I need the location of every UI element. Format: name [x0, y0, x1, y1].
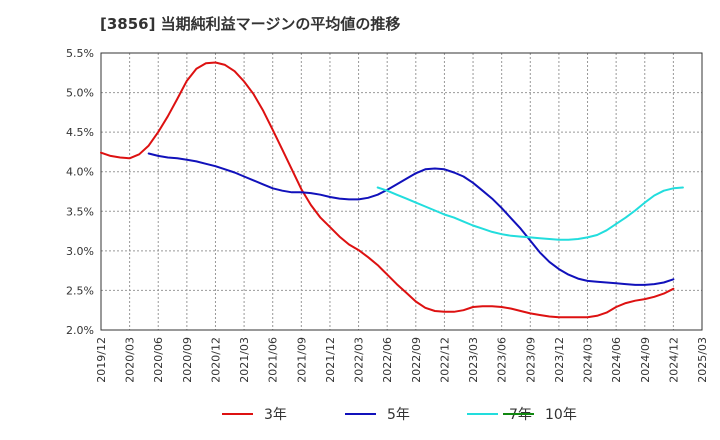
x-axis-ticks: 2019/12 2020/03 2020/06 2020/09 2020/12 2021/… — [95, 337, 709, 383]
y-tick-label: 3.5% — [66, 205, 94, 218]
plot-area — [100, 52, 703, 331]
y-tick-label: 4.5% — [66, 126, 94, 139]
x-tick-label: 2022/12 — [438, 337, 451, 383]
x-tick-label: 2022/09 — [410, 337, 423, 383]
y-tick-label: 3.0% — [66, 245, 94, 258]
y-axis-ticks: 2.0% 2.5% 3.0% 3.5% 4.0% 4.5% 5.0% 5.5% — [66, 47, 94, 337]
x-tick-label: 2023/03 — [467, 337, 480, 383]
y-tick-label: 4.0% — [66, 166, 94, 179]
x-tick-label: 2024/09 — [639, 337, 652, 383]
series-line-2 — [376, 186, 684, 241]
x-tick-label: 2023/09 — [524, 337, 537, 383]
x-tick-label: 2023/06 — [496, 337, 509, 383]
legend-label-0: 3年 — [264, 407, 287, 423]
x-tick-label: 2024/03 — [582, 337, 595, 383]
legend-label-3: 10年 — [545, 407, 577, 423]
series-line-0 — [100, 61, 675, 319]
series-line-1 — [147, 152, 675, 286]
x-tick-label: 2020/03 — [124, 337, 137, 383]
x-tick-label: 2022/03 — [353, 337, 366, 383]
x-tick-label: 2022/06 — [381, 337, 394, 383]
series-lines — [100, 61, 684, 319]
x-tick-label: 2020/12 — [209, 337, 222, 383]
y-tick-label: 2.0% — [66, 324, 94, 337]
chart-title: [3856] 当期純利益マージンの平均値の推移 — [100, 15, 401, 33]
x-tick-label: 2020/06 — [152, 337, 165, 383]
legend-label-1: 5年 — [387, 407, 410, 423]
x-tick-label: 2020/09 — [181, 337, 194, 383]
x-tick-label: 2021/03 — [238, 337, 251, 383]
x-tick-label: 2023/12 — [553, 337, 566, 383]
legend: 3年5年7年10年 — [222, 407, 577, 423]
x-tick-label: 2024/12 — [667, 337, 680, 383]
x-tick-label: 2021/12 — [324, 337, 337, 383]
grid-lines — [101, 53, 702, 330]
y-tick-label: 5.0% — [66, 87, 94, 100]
y-tick-label: 2.5% — [66, 284, 94, 297]
x-tick-label: 2021/09 — [295, 337, 308, 383]
x-tick-label: 2021/06 — [267, 337, 280, 383]
y-tick-label: 5.5% — [66, 47, 94, 60]
x-tick-label: 2019/12 — [95, 337, 108, 383]
x-tick-label: 2024/06 — [610, 337, 623, 383]
x-tick-label: 2025/03 — [696, 337, 709, 383]
